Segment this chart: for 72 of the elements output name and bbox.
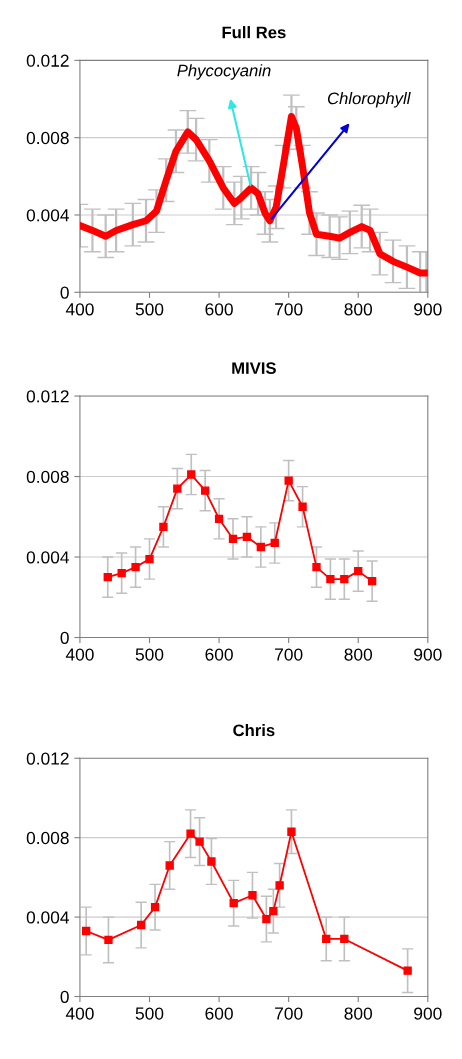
point bbox=[207, 857, 216, 866]
y-tick-label: 0.008 bbox=[26, 131, 69, 145]
annotation: Chlorophyll bbox=[327, 92, 411, 108]
x-tick-label: 600 bbox=[205, 303, 233, 316]
point bbox=[340, 934, 349, 944]
x-tick-label: 500 bbox=[135, 648, 164, 661]
point bbox=[354, 566, 363, 576]
y-tick-label: 0.008 bbox=[26, 831, 69, 845]
point bbox=[256, 542, 265, 552]
x-tick-label: 600 bbox=[205, 1007, 233, 1020]
point bbox=[165, 861, 174, 870]
y-tick-label: 0 bbox=[60, 990, 69, 1003]
point bbox=[340, 574, 349, 584]
point bbox=[104, 935, 113, 945]
chart-title: Chris bbox=[233, 723, 275, 737]
point bbox=[150, 902, 160, 912]
x-tick-label: 400 bbox=[65, 648, 94, 661]
point bbox=[229, 899, 238, 908]
point bbox=[214, 514, 224, 523]
x-tick-label: 700 bbox=[275, 1007, 303, 1020]
y-tick-label: 0 bbox=[60, 286, 69, 299]
y-tick-label: 0.012 bbox=[26, 752, 69, 765]
point bbox=[275, 881, 284, 890]
point bbox=[228, 534, 238, 544]
point bbox=[242, 532, 252, 542]
x-tick-label: 800 bbox=[344, 1007, 373, 1020]
point bbox=[326, 574, 335, 584]
point bbox=[284, 476, 293, 485]
point bbox=[312, 562, 321, 572]
point bbox=[322, 934, 331, 944]
point bbox=[82, 926, 91, 936]
y-tick-label: 0.012 bbox=[26, 54, 69, 67]
x-tick-label: 900 bbox=[414, 1007, 442, 1020]
x-tick-label: 800 bbox=[344, 648, 373, 661]
point bbox=[186, 829, 195, 838]
x-tick-label: 900 bbox=[414, 648, 442, 661]
point bbox=[287, 827, 296, 836]
point bbox=[195, 837, 204, 846]
x-tick-label: 600 bbox=[205, 648, 233, 661]
x-tick-label: 500 bbox=[135, 1007, 164, 1020]
point bbox=[403, 966, 412, 975]
y-tick-label: 0.008 bbox=[26, 470, 69, 484]
point bbox=[103, 572, 112, 582]
chart-title: MIVIS bbox=[232, 362, 276, 375]
y-tick-label: 0.004 bbox=[26, 911, 70, 924]
x-tick-label: 900 bbox=[414, 303, 442, 316]
y-tick-label: 0 bbox=[60, 631, 69, 644]
point bbox=[187, 470, 196, 479]
point bbox=[117, 568, 126, 578]
point bbox=[248, 891, 257, 900]
point bbox=[298, 502, 307, 511]
x-tick-label: 500 bbox=[135, 303, 164, 316]
point bbox=[159, 522, 168, 532]
x-tick-label: 800 bbox=[344, 303, 373, 316]
x-tick-label: 400 bbox=[65, 303, 94, 316]
y-tick-label: 0.004 bbox=[26, 209, 70, 222]
point bbox=[131, 562, 140, 572]
y-tick-label: 0.012 bbox=[26, 390, 69, 403]
point bbox=[200, 486, 210, 495]
point bbox=[270, 538, 279, 548]
point bbox=[173, 484, 182, 493]
point bbox=[145, 554, 154, 564]
point bbox=[269, 906, 278, 916]
point bbox=[262, 914, 271, 924]
y-tick-label: 0.004 bbox=[26, 551, 70, 564]
point bbox=[136, 920, 146, 930]
point bbox=[367, 577, 377, 586]
x-tick-label: 400 bbox=[65, 1007, 94, 1020]
x-tick-label: 700 bbox=[275, 303, 303, 316]
x-tick-label: 700 bbox=[275, 648, 303, 661]
chart-title: Full Res bbox=[222, 26, 286, 39]
annotation: Phycocyanin bbox=[177, 64, 271, 80]
